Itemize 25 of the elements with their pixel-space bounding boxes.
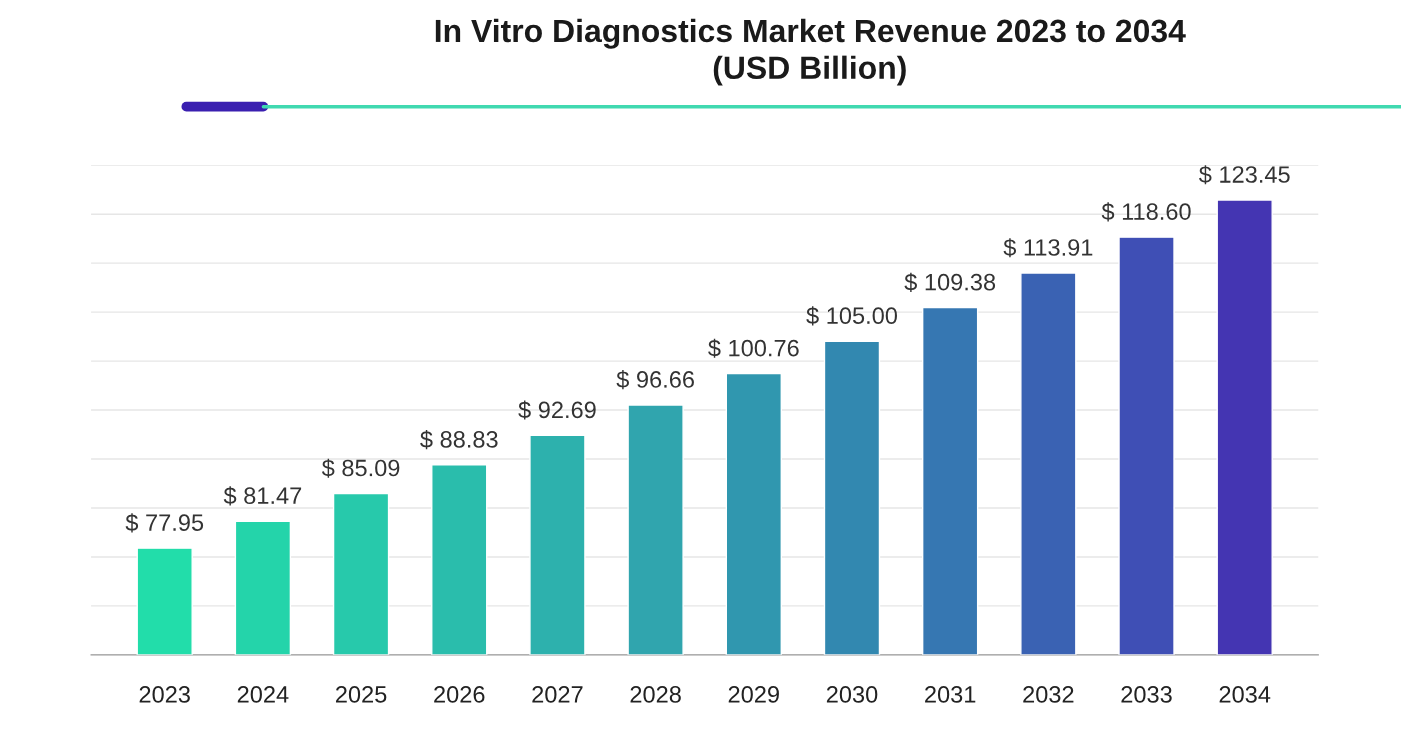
- x-tick-label: 2023: [139, 686, 190, 703]
- x-tick-label: 2030: [826, 686, 878, 703]
- data-label: $ 100.76: [708, 338, 799, 358]
- x-tick-label: 2032: [1023, 686, 1074, 703]
- x-tick-label: 2029: [728, 686, 779, 703]
- x-tick-label: 2033: [1121, 686, 1172, 703]
- x-tick-label: 2027: [532, 686, 583, 703]
- data-label: $ 96.66: [616, 370, 694, 390]
- chart-title: In Vitro Diagnostics Market Revenue 2023 to 2034 (USD Billion): [435, 18, 1186, 86]
- data-label: $ 88.83: [420, 430, 498, 450]
- x-tick-label: 2025: [335, 686, 387, 703]
- data-label: $ 92.69: [518, 400, 596, 420]
- x-tick-label: 2028: [630, 686, 681, 703]
- data-label: $ 85.09: [321, 458, 400, 478]
- data-label: $ 109.38: [904, 272, 996, 292]
- x-tick-label: 2034: [1219, 686, 1271, 703]
- data-label: $ 81.47: [223, 486, 302, 506]
- data-label: $ 113.91: [1003, 238, 1093, 258]
- x-tick-label: 2031: [925, 686, 976, 703]
- data-label: $ 123.45: [1199, 165, 1290, 185]
- data-label: $ 77.95: [125, 513, 204, 533]
- x-tick-label: 2026: [434, 686, 485, 703]
- data-label: $ 105.00: [806, 306, 898, 326]
- data-label: $ 118.60: [1101, 202, 1191, 222]
- x-tick-label: 2024: [237, 686, 289, 703]
